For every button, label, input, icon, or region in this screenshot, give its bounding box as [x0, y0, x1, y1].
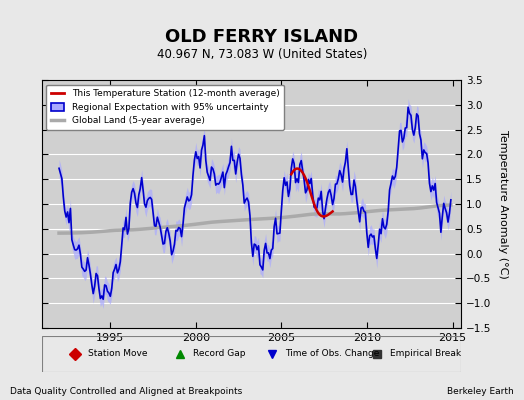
Text: Data Quality Controlled and Aligned at Breakpoints: Data Quality Controlled and Aligned at B… — [10, 387, 243, 396]
Text: 40.967 N, 73.083 W (United States): 40.967 N, 73.083 W (United States) — [157, 48, 367, 61]
Text: Record Gap: Record Gap — [193, 350, 245, 358]
Legend: This Temperature Station (12-month average), Regional Expectation with 95% uncer: This Temperature Station (12-month avera… — [47, 84, 284, 130]
Y-axis label: Temperature Anomaly (°C): Temperature Anomaly (°C) — [498, 130, 508, 278]
Text: Station Move: Station Move — [88, 350, 148, 358]
Text: Empirical Break: Empirical Break — [390, 350, 461, 358]
Text: Time of Obs. Change: Time of Obs. Change — [285, 350, 379, 358]
Text: OLD FERRY ISLAND: OLD FERRY ISLAND — [166, 28, 358, 46]
Text: Berkeley Earth: Berkeley Earth — [447, 387, 514, 396]
